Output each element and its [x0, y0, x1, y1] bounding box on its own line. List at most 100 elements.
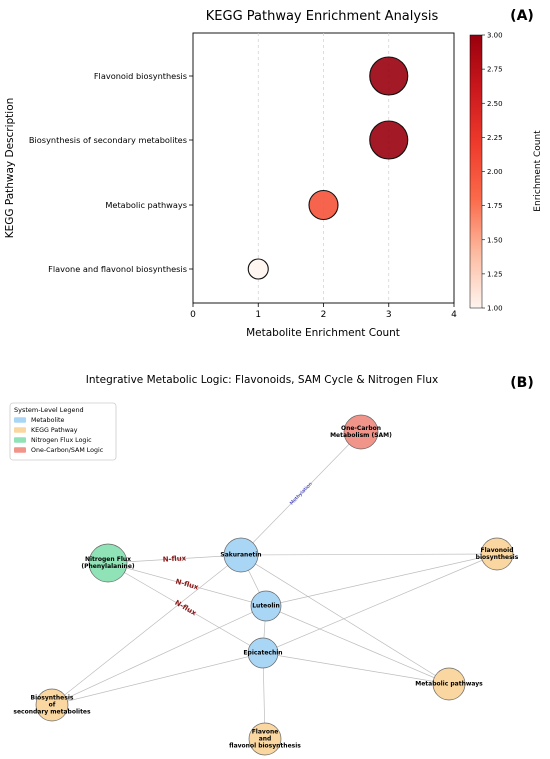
edge-label-nflux: N-flux	[163, 554, 187, 563]
node-label: secondary metabolites	[13, 708, 91, 715]
x-tick-label: 1	[255, 310, 261, 320]
bubble-flavonoid-biosynthesis	[369, 56, 409, 96]
data-points	[247, 56, 409, 280]
y-tick-label: Metabolic pathways	[105, 200, 187, 210]
edge-sam-sak	[240, 431, 362, 556]
y-tick-labels: Flavonoid biosynthesis Biosynthesis of se…	[29, 71, 193, 274]
edge-sak-biosec	[51, 554, 242, 706]
colorbar-label: Enrichment Count	[533, 130, 543, 212]
y-tick-label: Flavonoid biosynthesis	[94, 71, 187, 81]
legend-swatch	[14, 437, 26, 443]
legend-swatch	[14, 427, 26, 433]
node-label: Nitrogen Flux	[85, 556, 131, 563]
node-label: Luteolin	[252, 603, 280, 610]
x-tick-label: 3	[386, 310, 392, 320]
node-circle	[480, 537, 514, 571]
edge-lut-flavbio	[265, 553, 498, 607]
y-axis-label: KEGG Pathway Description	[4, 98, 16, 239]
node-label: Metabolism (SAM)	[330, 432, 392, 439]
x-axis-label: Metabolite Enrichment Count	[246, 327, 400, 339]
legend-title: System-Level Legend	[14, 406, 84, 414]
legend-box	[9, 402, 117, 461]
edge-sak-metpath	[240, 554, 450, 685]
network-title: Integrative Metabolic Logic: Flavonoids,…	[86, 374, 438, 386]
legend-item-label: Metabolite	[31, 417, 64, 424]
legend-item-label: One-Carbon/SAM Logic	[31, 447, 104, 454]
node-circle	[248, 722, 282, 756]
colorbar: 1.00 1.25 1.50 1.75 2.00 2.25 2.50 2.75 3.00 Enr…	[469, 32, 543, 313]
edge-lut-biosec	[51, 605, 267, 706]
legend: System-Level Legend Metabolite KEGG Pathw…	[9, 402, 117, 461]
node-label: and	[259, 736, 272, 743]
network-edges	[51, 431, 498, 740]
legend-item-label: Nitrogen Flux Logic	[31, 437, 92, 444]
node-label: Biosynthesis	[31, 695, 74, 702]
colorbar-tick-label: 1.50	[487, 236, 503, 244]
node-circle	[88, 543, 128, 583]
colorbar-tick-label: 3.00	[487, 32, 503, 40]
node-label: biosynthesis	[476, 554, 519, 561]
panel-b-network: (B) Integrative Metabolic Logic: Flavono…	[9, 374, 534, 756]
node-circle	[250, 590, 282, 622]
colorbar-tick-label: 2.00	[487, 168, 503, 176]
node-sak: Sakuranetin	[220, 537, 262, 573]
node-circle	[223, 537, 259, 573]
panel-a-label: (A)	[510, 8, 534, 24]
node-circle	[343, 414, 379, 450]
edge-label-nflux: N-flux	[173, 599, 198, 618]
edge-label-nflux: N-flux	[175, 578, 200, 592]
edge-nflux-sak	[107, 554, 242, 564]
panel-b-label: (B)	[510, 375, 533, 391]
node-metpath: Metabolic pathways	[415, 667, 483, 701]
edge-epi-biosec	[51, 652, 264, 706]
colorbar-tick-label: 2.75	[487, 66, 503, 74]
node-label: One-Carbon	[341, 425, 381, 432]
node-label: Flavonoid	[481, 547, 514, 554]
bubble-metabolic-pathways	[308, 189, 339, 221]
legend-item-label: KEGG Pathway	[31, 427, 78, 434]
x-tick-label: 0	[190, 310, 196, 320]
node-epi: Epicatechin	[243, 637, 283, 669]
colorbar-tick-label: 1.00	[487, 305, 503, 313]
y-tick-label: Biosynthesis of secondary metabolites	[29, 135, 187, 145]
node-label: Metabolic pathways	[415, 681, 483, 688]
node-label: Epicatechin	[243, 650, 282, 657]
bubble-flavone-and-flavonol-biosynthesis	[247, 258, 269, 280]
node-label: (Phenylalanine)	[81, 563, 135, 570]
colorbar-tick-label: 1.25	[487, 270, 503, 278]
node-label: of	[49, 702, 56, 709]
edge-lut-metpath	[265, 605, 450, 685]
colorbar-tick-label: 2.50	[487, 100, 503, 108]
edge-epi-flavbio	[262, 553, 498, 654]
panel-a-enrichment-chart: (A) KEGG Pathway Enrichment Analysis Fla…	[4, 8, 543, 339]
edge-epi-metpath	[262, 652, 450, 685]
x-tick-label: 2	[321, 310, 327, 320]
edge-nflux-epi	[107, 562, 264, 654]
edge-label-methylation: Methylation	[289, 481, 314, 506]
node-circle	[247, 637, 279, 669]
bubble-biosynthesis-of-secondary-metabolites	[369, 120, 409, 160]
node-circle	[35, 688, 69, 722]
x-tick-label: 4	[451, 310, 457, 320]
legend-items: Metabolite KEGG Pathway Nitrogen Flux Logi…	[14, 417, 104, 454]
legend-swatch	[14, 417, 26, 423]
edge-sak-flavbio	[240, 553, 498, 556]
colorbar-tick-label: 1.75	[487, 202, 503, 210]
legend-swatch	[14, 447, 26, 453]
edge-nflux-lut	[107, 562, 267, 607]
y-tick-label: Flavone and flavonol biosynthesis	[48, 264, 187, 274]
node-nflux: Nitrogen Flux(Phenylalanine)	[81, 543, 135, 583]
node-circle	[432, 667, 466, 701]
node-label: flavonol biosynthesis	[229, 742, 301, 749]
colorbar-tick-labels: 1.00 1.25 1.50 1.75 2.00 2.25 2.50 2.75 3.00	[482, 32, 503, 313]
colorbar-tick-label: 2.25	[487, 134, 503, 142]
node-lut: Luteolin	[250, 590, 282, 622]
chart-title: KEGG Pathway Enrichment Analysis	[206, 9, 439, 24]
x-tick-labels: 0 1 2 3 4	[190, 303, 457, 320]
